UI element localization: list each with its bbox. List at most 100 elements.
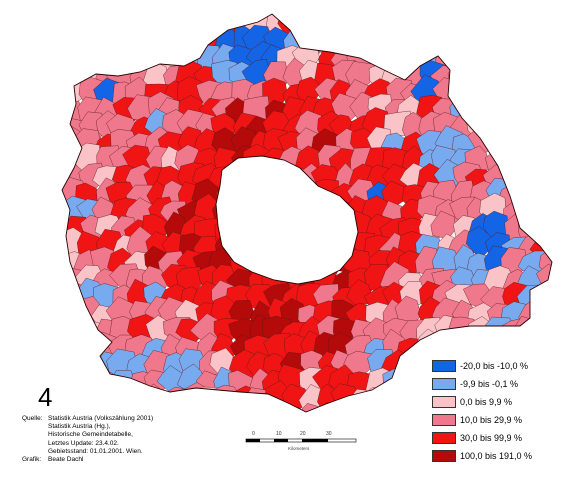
municipality-cell <box>501 146 526 177</box>
legend-label: 0,0 bis 9,9 % <box>460 396 513 407</box>
municipality-cell <box>396 337 427 362</box>
municipality-cell <box>107 29 135 59</box>
municipality-cell <box>261 247 291 275</box>
municipality-cell <box>378 384 410 412</box>
municipality-cell <box>536 83 552 111</box>
municipality-cell <box>62 40 73 73</box>
municipality-cell <box>277 407 305 412</box>
municipality-cell <box>62 284 73 313</box>
municipality-cell <box>417 14 447 42</box>
source-line-1: Statistik Austria (Volkszählung 2001) <box>48 415 154 422</box>
municipality-cell <box>75 44 103 71</box>
municipality-cell <box>93 386 123 412</box>
municipality-cell <box>469 61 495 89</box>
municipality-cell <box>421 31 447 59</box>
municipality-cell <box>501 62 529 91</box>
municipality-cell <box>258 180 288 212</box>
municipality-cell <box>158 14 192 44</box>
municipality-cell <box>449 42 479 73</box>
municipality-cell <box>368 14 397 24</box>
municipality-cell <box>228 178 259 206</box>
municipality-cell <box>280 201 306 228</box>
municipality-cell <box>296 246 325 278</box>
municipality-cell <box>501 131 534 164</box>
municipality-cell <box>537 282 552 310</box>
municipality-cell <box>382 23 412 56</box>
municipality-cell <box>295 14 322 38</box>
municipality-cell <box>160 26 189 57</box>
municipality-cell <box>261 233 289 262</box>
municipality-cell <box>360 29 391 55</box>
legend-swatch <box>432 395 456 408</box>
municipality-cell <box>385 14 410 37</box>
municipality-cell <box>298 233 328 261</box>
municipality-cell <box>228 403 253 412</box>
legend-item: 100,0 bis 191,0 % <box>432 448 572 463</box>
municipality-cell <box>89 14 121 38</box>
legend-swatch <box>432 449 456 462</box>
municipality-cell <box>464 45 494 73</box>
legend-label: -20,0 bis -10,0 % <box>460 360 529 371</box>
municipality-cell <box>537 112 552 138</box>
municipality-cell <box>275 166 306 194</box>
municipality-cell <box>62 383 89 412</box>
municipality-cell <box>62 14 69 24</box>
municipality-cell <box>174 14 206 26</box>
municipality-cell <box>230 230 262 261</box>
legend-item: -9,9 bis -0,1 % <box>432 376 572 391</box>
municipality-cell <box>62 232 67 262</box>
municipality-cell <box>127 14 154 38</box>
municipality-cell <box>447 316 476 342</box>
municipality-cell <box>481 14 509 39</box>
municipality-cell <box>246 231 272 258</box>
municipality-cell <box>124 40 155 73</box>
municipality-cell <box>214 217 240 243</box>
municipality-cell <box>62 313 72 347</box>
scale-bar: 0 10 20 30 Kilometers <box>244 431 358 453</box>
credits-block: Quelle: Statistik Austria (Volkszählung 2… <box>22 415 153 464</box>
municipality-cell <box>467 14 499 41</box>
municipality-cell <box>450 14 478 39</box>
municipality-cell <box>111 384 139 412</box>
municipality-cell <box>330 14 362 22</box>
municipality-cell <box>231 216 258 245</box>
municipality-cell <box>519 200 547 228</box>
municipality-cell <box>62 14 86 39</box>
municipality-cell <box>142 14 172 21</box>
municipality-cell <box>500 15 533 43</box>
legend: -20,0 bis -10,0 % -9,9 bis -0,1 % 0,0 bi… <box>432 358 572 466</box>
municipality-cell <box>226 195 258 223</box>
legend-item: 0,0 bis 9,9 % <box>432 394 572 409</box>
municipality-cell <box>62 295 86 328</box>
municipality-cell <box>278 179 310 210</box>
municipality-cell <box>93 14 120 21</box>
municipality-cell <box>166 386 193 412</box>
municipality-cell <box>316 14 343 26</box>
municipality-cell <box>179 14 210 35</box>
municipality-cell <box>532 330 552 361</box>
municipality-cell <box>514 315 544 347</box>
municipality-cell <box>62 332 73 364</box>
legend-swatch <box>432 377 456 390</box>
municipality-cell <box>176 403 209 412</box>
municipality-cell <box>435 24 461 53</box>
municipality-cell <box>485 45 511 69</box>
municipality-cell <box>463 14 495 20</box>
municipality-cell <box>62 351 75 379</box>
municipality-cell <box>212 398 243 412</box>
municipality-cell <box>312 215 344 244</box>
municipality-cell <box>500 82 528 110</box>
municipality-cell <box>453 14 481 20</box>
legend-item: -20,0 bis -10,0 % <box>432 358 572 373</box>
municipality-cell <box>539 297 552 326</box>
municipality-cell <box>122 14 155 18</box>
municipality-cell <box>77 335 102 367</box>
source-line-4: Letztes Update: 23.4.02. <box>48 439 119 447</box>
municipality-cell <box>125 382 154 412</box>
municipality-cell <box>497 112 526 141</box>
municipality-cell <box>74 385 105 412</box>
municipality-cell <box>349 402 378 412</box>
source-line-3: Historische Gemeindetabelle, <box>48 431 133 439</box>
municipality-cell <box>514 43 548 76</box>
municipality-cell <box>62 299 73 328</box>
